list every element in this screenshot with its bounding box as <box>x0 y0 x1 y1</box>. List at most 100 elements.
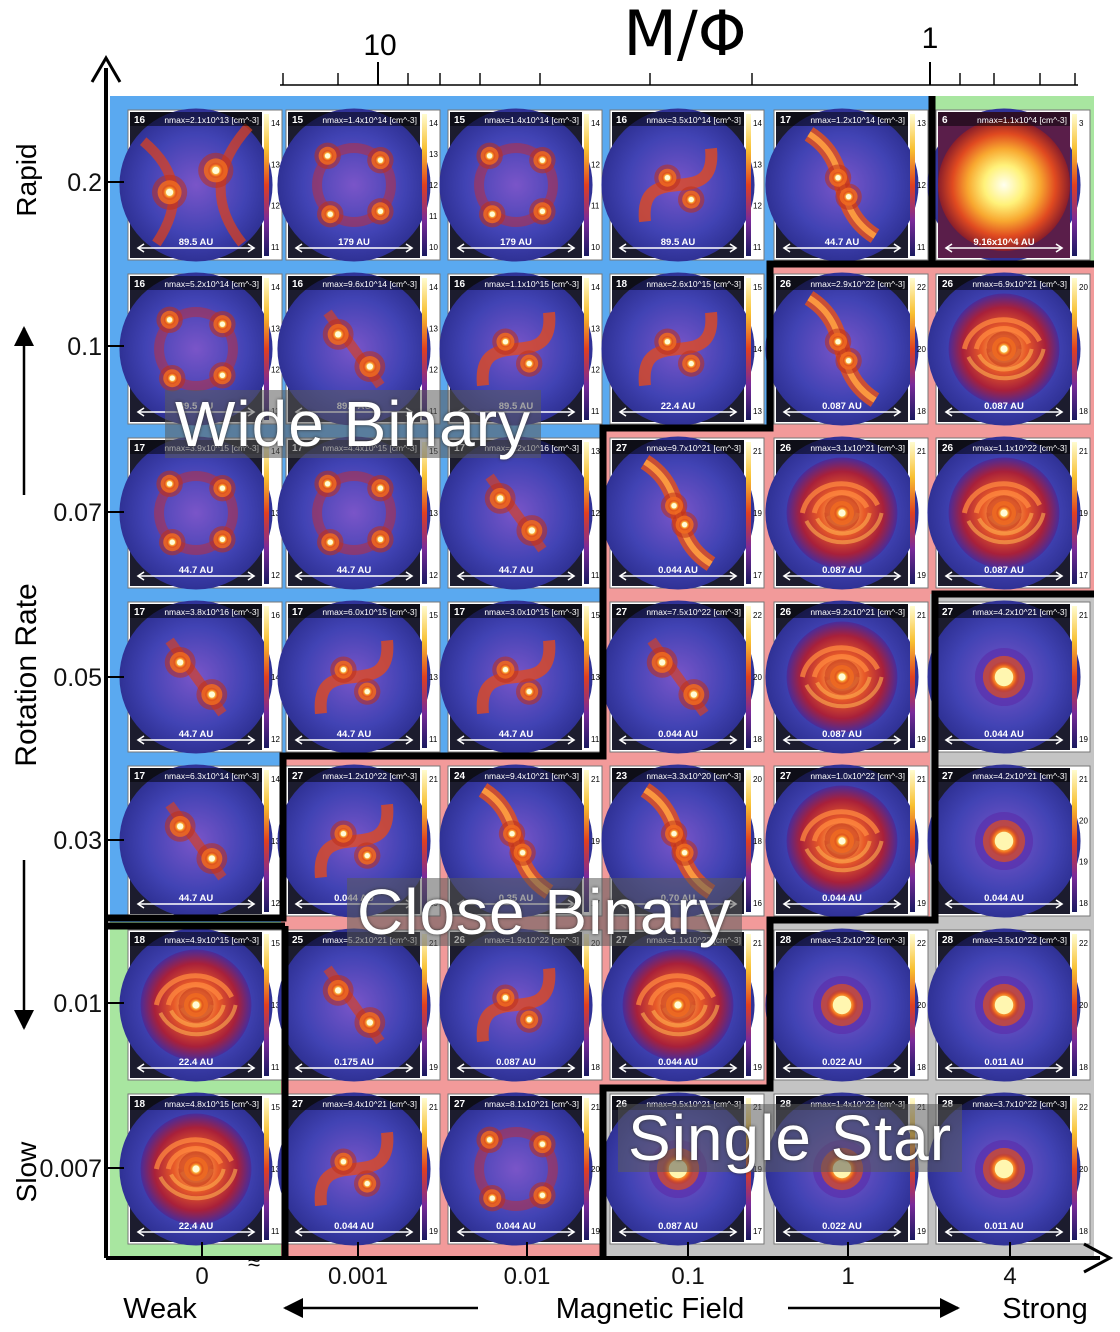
colorbar <box>746 114 751 256</box>
scale-label: 44.7 AU <box>499 565 534 576</box>
panel-r6-c6: 22 20 18 28 nmax=3.5x10^22 [cm^-3] 0.011 AU <box>927 928 1091 1082</box>
colorbar-tick-label: 19 <box>1079 858 1088 867</box>
panel-index-label: 16 <box>134 115 146 126</box>
colorbar-tick-label: 18 <box>1079 1227 1088 1236</box>
panel-nmax-label: nmax=1.4x10^14 [cm^-3] <box>322 115 417 125</box>
colorbar <box>264 278 269 420</box>
scale-label: 0.087 AU <box>822 729 862 740</box>
panel-header <box>776 276 908 290</box>
colorbar <box>584 934 589 1076</box>
panel-index-label: 24 <box>454 771 466 782</box>
colorbar-tick-label: 22 <box>1079 939 1088 948</box>
panel-index-label: 15 <box>292 115 304 126</box>
colorbar-tick-label: 11 <box>591 202 600 211</box>
colorbar-tick-label: 18 <box>917 1063 926 1072</box>
panel-index-label: 28 <box>780 935 792 946</box>
panel-index-label: 16 <box>616 115 628 126</box>
panel-index-label: 27 <box>454 1099 466 1110</box>
panel-header <box>612 440 744 454</box>
panel-nmax-label: nmax=3.0x10^15 [cm^-3] <box>484 607 579 617</box>
scale-label: 44.7 AU <box>337 565 372 576</box>
panel-nmax-label: nmax=7.5x10^22 [cm^-3] <box>646 607 741 617</box>
panel-r1-c2: 14 13 12 11 10 15 nmax=1.4x10^14 [cm^-3] 179 AU <box>277 108 441 262</box>
left-axis-tick-label: 0.05 <box>53 664 102 692</box>
region-boundaries <box>106 96 1094 1258</box>
panel-header <box>130 604 262 618</box>
scale-label: 44.7 AU <box>179 729 214 740</box>
scale-label: 0.044 AU <box>496 1221 536 1232</box>
colorbar-tick-label: 14 <box>753 345 762 354</box>
colorbar <box>584 1098 589 1240</box>
panel-r1-c4: 14 13 12 11 16 nmax=3.5x10^14 [cm^-3] 89.5 AU <box>601 108 765 262</box>
left-axis-title: Rotation Rate <box>10 583 43 766</box>
colorbar <box>746 770 751 912</box>
colorbar-tick-label: 13 <box>591 447 600 456</box>
colorbar-tick-label: 17 <box>753 571 762 580</box>
panel-header <box>450 112 582 126</box>
envelope <box>119 272 273 426</box>
top-axis-ticks <box>282 62 1076 85</box>
colorbar-tick-label: 19 <box>753 509 762 518</box>
panel-nmax-label: nmax=6.0x10^15 [cm^-3] <box>322 607 417 617</box>
colorbar-tick-label: 22 <box>753 611 762 620</box>
panel-index-label: 17 <box>134 443 146 454</box>
bottom-axis-tick-label: 1 <box>841 1263 854 1290</box>
panel-header <box>938 112 1070 126</box>
panel-header <box>938 604 1070 618</box>
colorbar-tick-label: 19 <box>917 899 926 908</box>
panel-r7-c2: 21 19 27 nmax=9.4x10^21 [cm^-3] 0.044 AU <box>277 1092 441 1246</box>
panel-header <box>776 932 908 946</box>
scale-label: 22.4 AU <box>661 401 696 412</box>
colorbar-tick-label: 20 <box>917 1001 926 1010</box>
colorbar-tick-label: 22 <box>917 939 926 948</box>
axis-break-mark: ≈ <box>248 1250 260 1275</box>
panel-nmax-label: nmax=9.6x10^14 [cm^-3] <box>322 279 417 289</box>
colorbar-tick-label: 16 <box>271 611 280 620</box>
colorbar <box>1072 278 1077 420</box>
panel-r1-c3: 14 12 11 10 15 nmax=1.4x10^14 [cm^-3] 179 AU <box>439 108 603 262</box>
colorbar-tick-label: 10 <box>591 243 600 252</box>
panel-index-label: 17 <box>134 607 146 618</box>
panel-header <box>130 932 262 946</box>
colorbar-tick-label: 18 <box>753 735 762 744</box>
panel-r4-c4: 22 20 18 27 nmax=7.5x10^22 [cm^-3] 0.044 AU <box>601 600 765 754</box>
panel-index-label: 28 <box>942 935 954 946</box>
colorbar-tick-label: 14 <box>753 119 762 128</box>
colorbar-tick-label: 21 <box>917 775 926 784</box>
panel-index-label: 26 <box>942 443 954 454</box>
panel-header <box>776 112 908 126</box>
colorbar-tick-label: 19 <box>429 1227 438 1236</box>
left-axis-tick-label: 0.07 <box>53 499 102 527</box>
panel-index-label: 26 <box>942 279 954 290</box>
panel-nmax-label: nmax=3.3x10^20 [cm^-3] <box>646 771 741 781</box>
colorbar <box>1072 114 1077 256</box>
panel-index-label: 17 <box>780 115 792 126</box>
colorbar-tick-label: 13 <box>753 407 762 416</box>
colorbar-tick-label: 11 <box>429 735 438 744</box>
panel-r2-c5: 22 20 18 26 nmax=2.9x10^22 [cm^-3] 0.087 AU <box>765 272 929 426</box>
colorbar-tick-label: 19 <box>591 837 600 846</box>
colorbar-tick-label: 21 <box>429 775 438 784</box>
colorbar-tick-label: 21 <box>917 611 926 620</box>
colorbar-tick-label: 19 <box>917 735 926 744</box>
scale-label: 44.7 AU <box>179 893 214 904</box>
panel-r4-c1: 16 14 12 17 nmax=3.8x10^16 [cm^-3] 44.7 AU <box>119 600 283 754</box>
colorbar-tick-label: 12 <box>271 202 280 211</box>
colorbar-tick-label: 19 <box>753 1063 762 1072</box>
panel-header <box>938 1096 1070 1110</box>
colorbar-tick-label: 13 <box>591 673 600 682</box>
colorbar-tick-label: 21 <box>1079 611 1088 620</box>
panel-r6-c1: 15 13 11 18 nmax=4.9x10^15 [cm^-3] 22.4 AU <box>119 928 283 1082</box>
colorbar <box>910 934 915 1076</box>
colorbar-tick-label: 11 <box>753 243 762 252</box>
colorbar-tick-label: 19 <box>1079 735 1088 744</box>
scale-label: 0.087 AU <box>658 1221 698 1232</box>
colorbar-tick-label: 11 <box>429 212 438 221</box>
colorbar-tick-label: 14 <box>271 673 280 682</box>
bottom-axis: 0 0.001 0.01 0.1 1 4 Weak Magnetic Field Stro… <box>123 1242 1088 1325</box>
colorbar-tick-label: 21 <box>917 447 926 456</box>
colorbar-tick-label: 17 <box>1079 571 1088 580</box>
panel-r5-c6: 21 20 19 18 27 nmax=4.2x10^21 [cm^-3] 0.044 AU <box>927 764 1091 918</box>
panel-header <box>130 768 262 782</box>
